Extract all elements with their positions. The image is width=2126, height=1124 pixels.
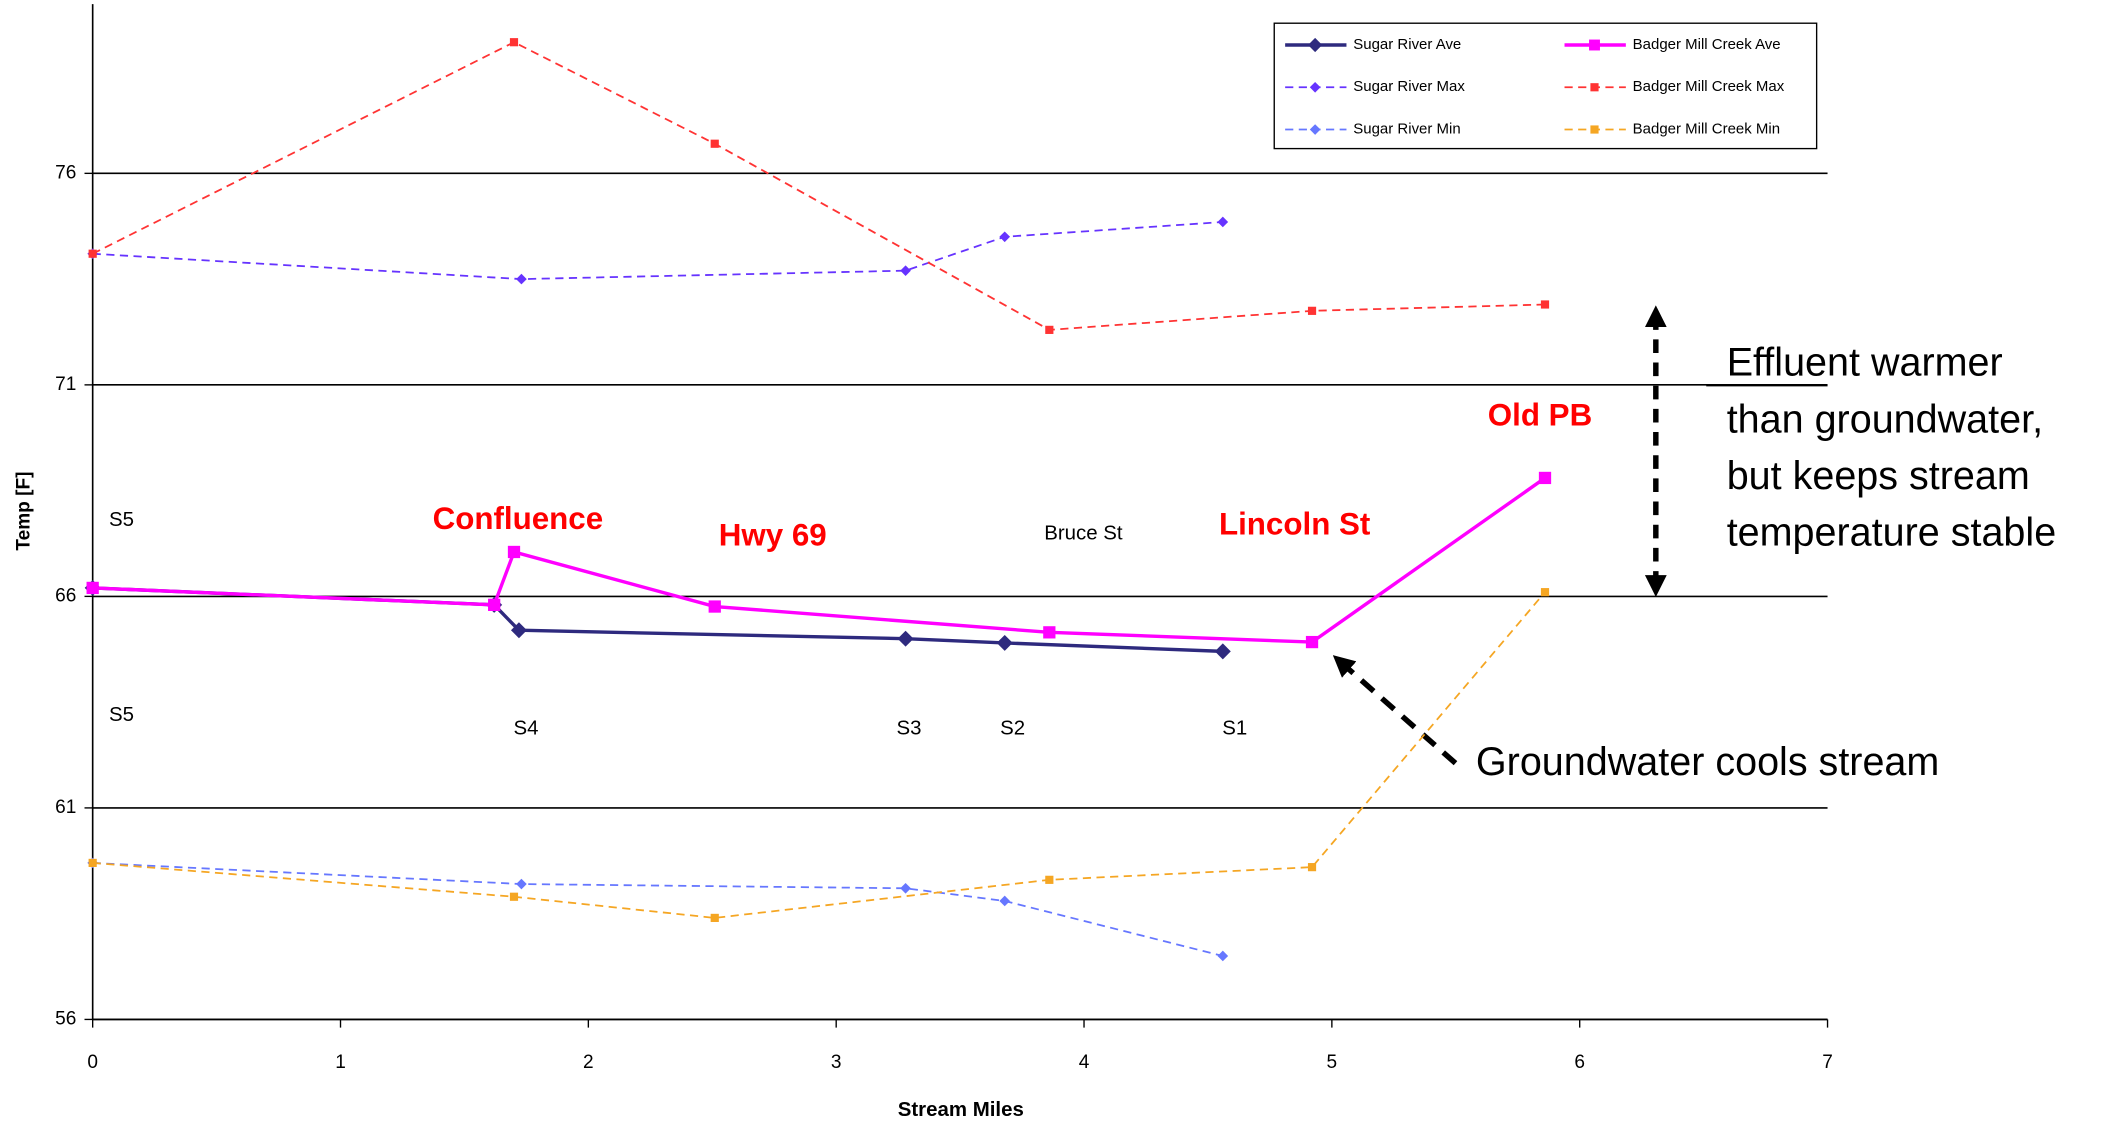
legend-label: Sugar River Ave (1353, 36, 1461, 53)
annotation: S5 (109, 703, 134, 726)
annotation: Old PB (1488, 397, 1592, 432)
marker (710, 139, 719, 148)
marker (999, 895, 1011, 907)
note: but keeps stream (1727, 454, 2030, 498)
y-tick-label: 56 (55, 1008, 76, 1029)
annotation: S2 (1000, 717, 1025, 740)
marker (900, 265, 911, 276)
marker (1307, 863, 1317, 872)
marker (1590, 125, 1599, 134)
x-tick-label: 7 (1822, 1052, 1833, 1073)
note: temperature stable (1727, 510, 2056, 554)
marker (1540, 300, 1550, 309)
series-line (92, 591, 1546, 919)
x-tick-label: 1 (335, 1052, 346, 1073)
marker (488, 598, 501, 611)
annotation: Bruce St (1044, 522, 1123, 545)
legend-box (1273, 22, 1818, 150)
marker (509, 892, 519, 901)
marker (88, 858, 97, 867)
marker (708, 600, 721, 613)
annotation: S4 (514, 717, 539, 740)
series-line (92, 41, 1546, 331)
marker (1045, 875, 1054, 884)
annotation: S1 (1222, 717, 1247, 740)
marker (516, 878, 527, 890)
series-line (92, 862, 1224, 957)
legend-label: Sugar River Max (1353, 78, 1465, 95)
y-tick-label: 61 (55, 797, 76, 818)
marker (516, 273, 527, 285)
marker (1217, 950, 1229, 962)
legend-label: Sugar River Min (1353, 120, 1460, 137)
note: Effluent warmer (1727, 341, 2003, 385)
x-tick-label: 3 (831, 1052, 842, 1073)
marker (88, 249, 97, 258)
marker (1045, 325, 1054, 334)
x-tick-label: 6 (1574, 1052, 1585, 1073)
series-line (92, 221, 1223, 280)
y-tick-label: 71 (55, 374, 76, 395)
marker (900, 882, 911, 894)
marker (86, 581, 99, 595)
marker (1589, 39, 1600, 51)
y-tick-label: 76 (55, 162, 76, 183)
note: than groundwater, (1727, 397, 2043, 441)
note: Groundwater cools stream (1476, 740, 1939, 784)
arrow (1332, 655, 1458, 766)
marker (510, 622, 527, 639)
legend-label: Badger Mill Creek Max (1633, 78, 1785, 95)
marker (1538, 471, 1552, 485)
marker (897, 630, 914, 647)
annotation: S5 (109, 508, 134, 531)
series-line (92, 476, 1546, 644)
marker (1217, 216, 1229, 228)
annotation: Hwy 69 (719, 517, 827, 552)
series-line (92, 586, 1223, 654)
marker (999, 231, 1011, 243)
x-tick-label: 0 (87, 1052, 98, 1073)
annotation: S3 (897, 717, 922, 740)
x-tick-label: 2 (583, 1052, 594, 1073)
marker (1043, 626, 1056, 639)
legend-label: Badger Mill Creek Ave (1633, 36, 1781, 53)
marker (710, 913, 719, 922)
x-axis-label: Stream Miles (898, 1098, 1024, 1121)
legend-label: Badger Mill Creek Min (1633, 120, 1780, 137)
x-tick-label: 4 (1079, 1052, 1090, 1073)
marker (507, 545, 521, 559)
annotation: Lincoln St (1219, 506, 1371, 541)
marker (1590, 83, 1599, 92)
marker (1305, 635, 1319, 649)
annotation: Confluence (433, 501, 604, 536)
marker (1308, 37, 1323, 53)
marker (1307, 306, 1317, 315)
y-axis-label: Temp [F] (14, 472, 35, 551)
marker (996, 634, 1013, 651)
y-tick-label: 66 (55, 585, 76, 606)
marker (509, 38, 519, 47)
marker (1540, 588, 1550, 597)
marker (1214, 643, 1231, 660)
x-tick-label: 5 (1327, 1052, 1338, 1073)
